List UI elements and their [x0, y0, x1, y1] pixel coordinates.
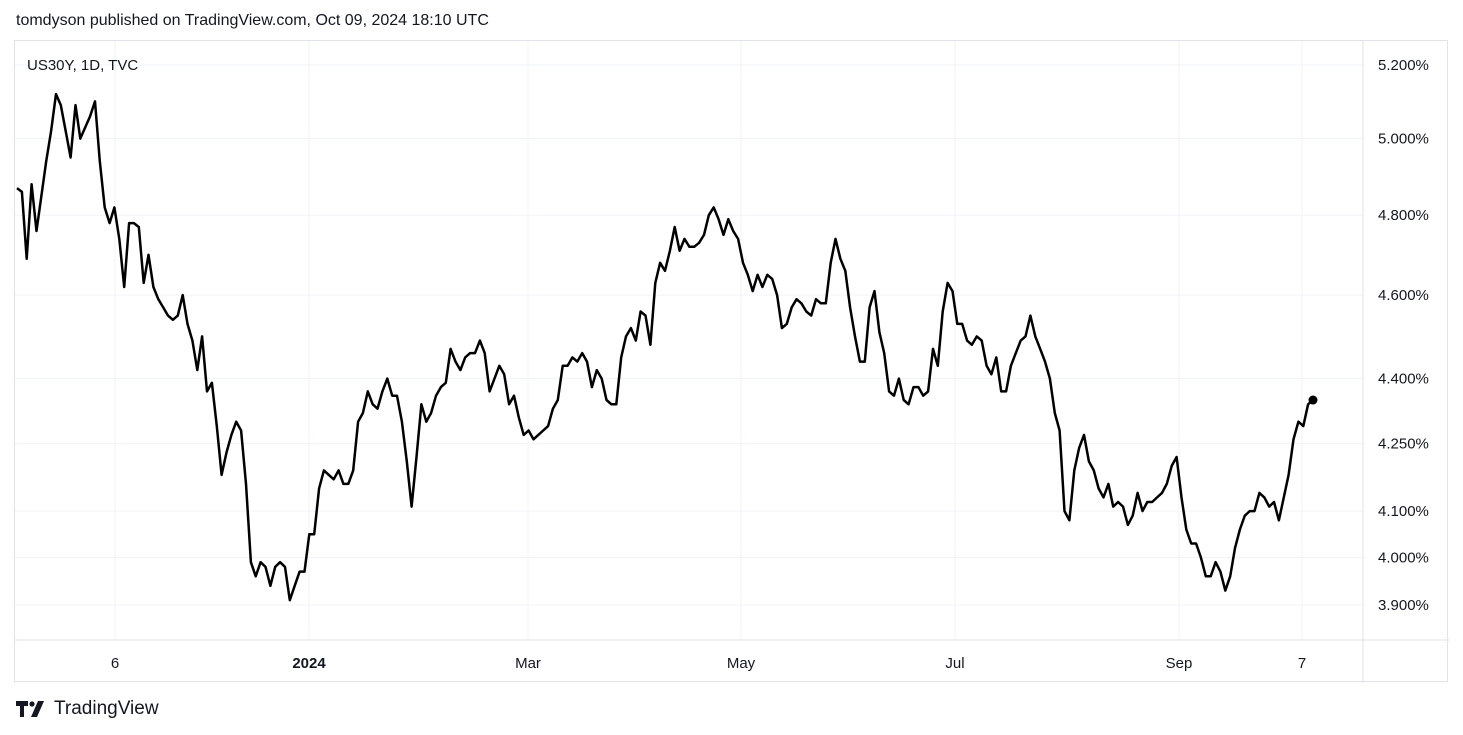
- price-tick-label: 5.000%: [1378, 131, 1429, 148]
- price-series-line: [16, 92, 1314, 602]
- time-tick-label: Mar: [515, 655, 541, 672]
- price-tick-label: 4.000%: [1378, 549, 1429, 566]
- price-tick-label: 5.200%: [1378, 57, 1429, 74]
- vertical-gridlines: [114, 41, 1303, 640]
- time-tick-label: Sep: [1166, 655, 1193, 672]
- tradingview-logo-icon: [16, 701, 44, 717]
- publisher-header: tomdyson published on TradingView.com, O…: [16, 12, 489, 29]
- time-tick-label: 6: [111, 655, 119, 672]
- time-tick-label: May: [727, 655, 756, 672]
- price-tick-label: 4.800%: [1378, 207, 1429, 224]
- chart-title: US30Y, 1D, TVC: [27, 57, 138, 74]
- price-tick-label: 3.900%: [1378, 597, 1429, 614]
- price-axis-labels: 5.200% 5.000% 4.800% 4.600% 4.400% 4.250% 4.10…: [1378, 57, 1429, 614]
- footer-brand[interactable]: TradingView: [16, 698, 159, 720]
- price-tick-label: 4.250%: [1378, 436, 1429, 453]
- price-tick-label: 4.600%: [1378, 287, 1429, 304]
- brand-name: TradingView: [54, 698, 159, 719]
- chart-canvas[interactable]: US30Y, 1D, TVC 5.200% 5.000% 4.800% 4.600% 4…: [15, 41, 1449, 683]
- time-tick-label: 7: [1298, 655, 1306, 672]
- last-price-marker: [1308, 395, 1318, 405]
- price-tick-label: 4.100%: [1378, 503, 1429, 520]
- time-tick-label: 2024: [292, 655, 326, 672]
- horizontal-gridlines: [15, 64, 1363, 606]
- chart-frame[interactable]: US30Y, 1D, TVC 5.200% 5.000% 4.800% 4.600% 4…: [14, 40, 1449, 683]
- time-axis-labels: 6 2024 Mar May Jul Sep 7: [111, 655, 1306, 672]
- price-tick-label: 4.400%: [1378, 371, 1429, 388]
- time-tick-label: Jul: [945, 655, 964, 672]
